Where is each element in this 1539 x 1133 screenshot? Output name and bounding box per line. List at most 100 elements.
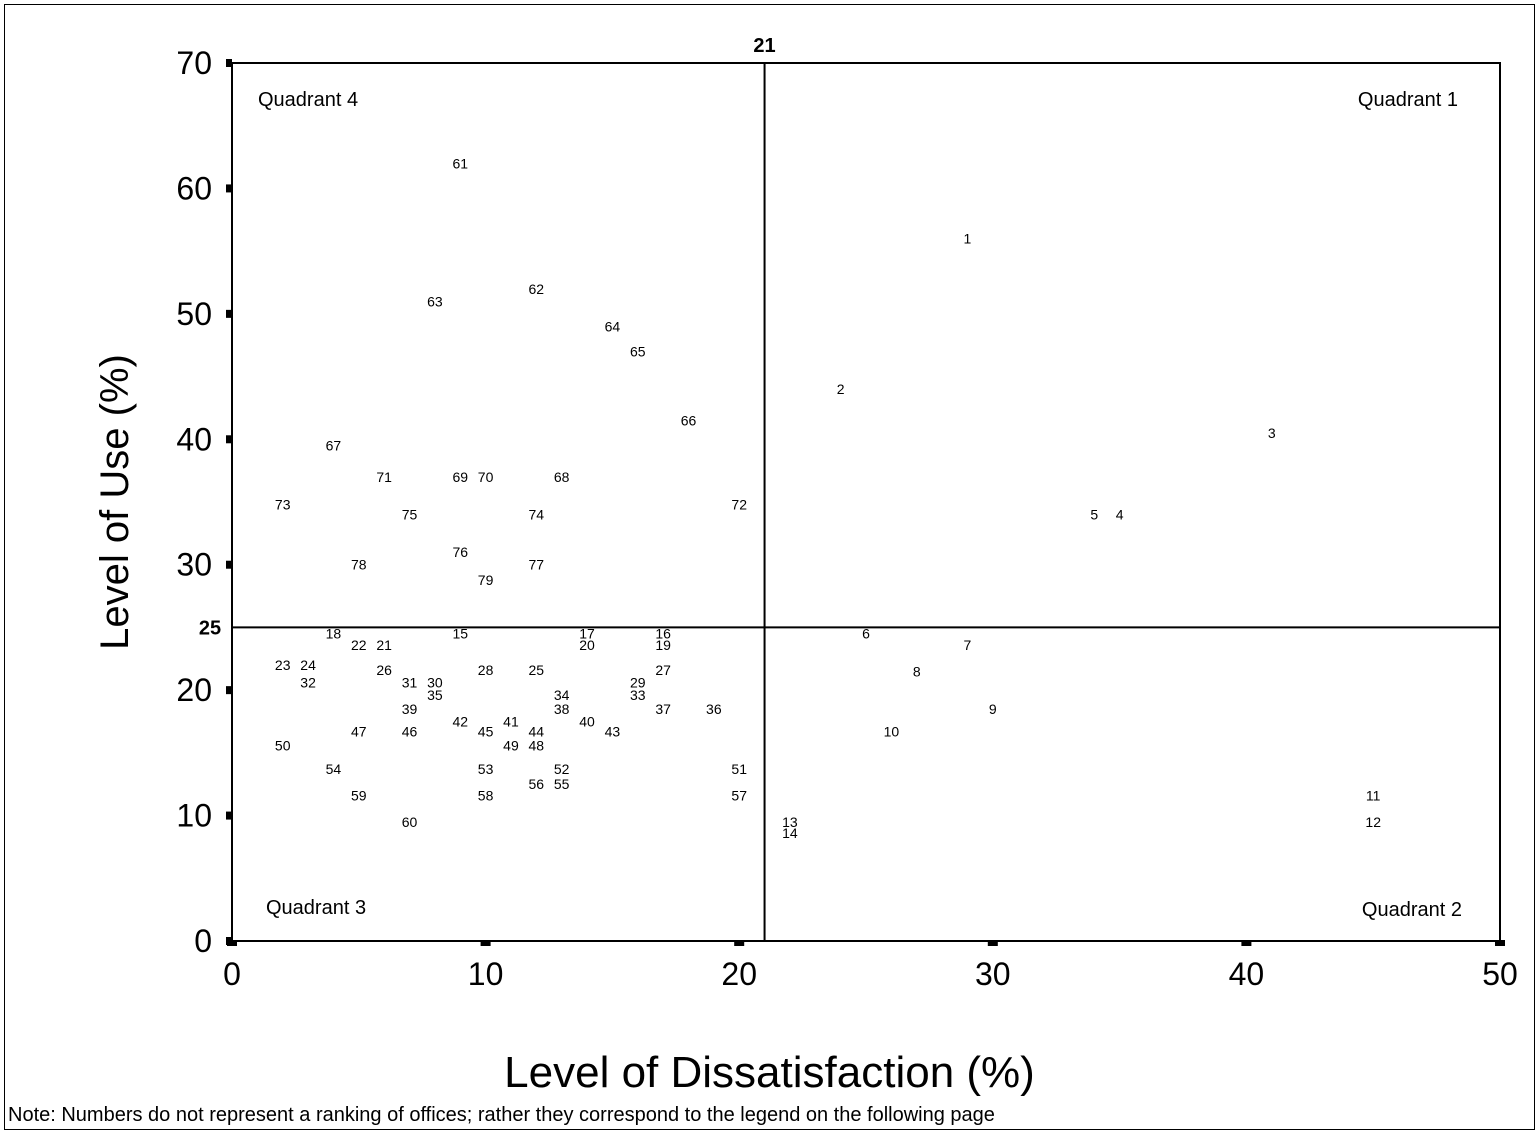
point-label: 7 [964,637,972,653]
point-label: 14 [782,825,798,841]
point-label: 16 [655,626,671,642]
quadrant-label: Quadrant 4 [258,89,358,111]
point-label: 74 [529,507,545,523]
point-label: 1 [964,231,972,247]
point-label: 31 [402,675,418,691]
y-tick-mark [226,560,232,569]
point-label: 59 [351,788,367,804]
point-label: 38 [554,701,570,717]
quadrant-label: Quadrant 2 [1362,899,1462,921]
point-label: 8 [913,663,921,679]
point-label: 58 [478,788,494,804]
point-label: 25 [529,662,545,678]
point-label: 63 [427,293,443,309]
y-tick-label: 70 [176,45,212,81]
point-label: 45 [478,724,494,740]
x-tick-label: 40 [1229,956,1265,992]
point-label: 71 [376,469,392,485]
point-label: 11 [1366,788,1381,804]
x-tick-label: 50 [1482,956,1518,992]
point-label: 23 [275,657,291,673]
y-tick-mark [226,686,232,695]
point-label: 33 [630,687,646,703]
point-label: 61 [452,155,468,171]
point-label: 67 [326,438,342,454]
point-label: 6 [862,626,870,642]
point-label: 35 [427,687,443,703]
horizontal-divider-label: 25 [199,617,221,639]
point-label: 19 [655,637,671,653]
point-label: 42 [452,714,468,730]
point-label: 18 [326,626,342,642]
chart-frame [4,4,1535,1130]
x-tick-mark [480,940,491,946]
y-tick-mark [226,435,232,444]
x-tick-label: 0 [223,956,241,992]
y-tick-mark [226,184,232,193]
point-label: 46 [402,724,418,740]
point-label: 70 [478,469,494,485]
y-tick-mark [226,309,232,318]
point-label: 72 [731,497,747,513]
point-label: 36 [706,701,722,717]
y-tick-label: 30 [176,547,212,583]
point-label: 17 [579,626,595,642]
point-label: 62 [529,281,545,297]
point-label: 5 [1090,507,1098,523]
point-label: 69 [452,469,468,485]
point-label: 32 [300,675,316,691]
point-label: 20 [579,637,595,653]
point-label: 65 [630,343,646,359]
x-tick-label: 10 [468,956,504,992]
point-label: 28 [478,662,494,678]
point-label: 57 [731,788,747,804]
point-label: 73 [275,497,291,513]
point-label: 50 [275,737,291,753]
footnote: Note: Numbers do not represent a ranking… [8,1104,995,1126]
point-label: 68 [554,469,570,485]
point-label: 75 [402,507,418,523]
point-label: 2 [837,381,845,397]
y-tick-mark [226,59,232,67]
point-label: 53 [478,761,494,777]
point-label: 27 [655,662,671,678]
point-label: 39 [402,701,418,717]
point-label: 77 [529,557,545,573]
point-label: 43 [605,724,621,740]
y-tick-label: 50 [176,296,212,332]
point-label: 15 [452,626,468,642]
point-label: 51 [731,761,747,777]
point-label: 12 [1365,814,1381,830]
plot-area-border [231,62,1501,942]
point-label: 56 [529,776,545,792]
point-label: 40 [579,714,595,730]
point-label: 66 [681,412,697,428]
point-label: 26 [376,662,392,678]
x-tick-label: 30 [975,956,1011,992]
point-label: 47 [351,724,367,740]
quadrant-label: Quadrant 3 [266,897,366,919]
x-tick-mark [734,940,745,946]
point-label: 49 [503,737,519,753]
point-label: 21 [376,637,392,653]
point-label: 41 [503,714,519,730]
point-label: 48 [529,737,545,753]
y-tick-label: 60 [176,170,212,206]
point-label: 34 [554,687,570,703]
point-label: 52 [554,761,570,777]
y-tick-label: 0 [194,923,212,959]
point-label: 13 [782,814,798,830]
point-label: 76 [452,544,468,560]
point-label: 78 [351,557,367,573]
y-tick-label: 40 [176,421,212,457]
point-label: 30 [427,675,443,691]
point-label: 9 [989,701,997,717]
y-tick-mark [226,937,232,945]
y-tick-label: 20 [176,672,212,708]
point-label: 24 [300,657,316,673]
x-tick-label: 20 [721,956,757,992]
point-label: 44 [529,724,545,740]
y-tick-mark [226,811,232,820]
point-label: 60 [402,814,418,830]
